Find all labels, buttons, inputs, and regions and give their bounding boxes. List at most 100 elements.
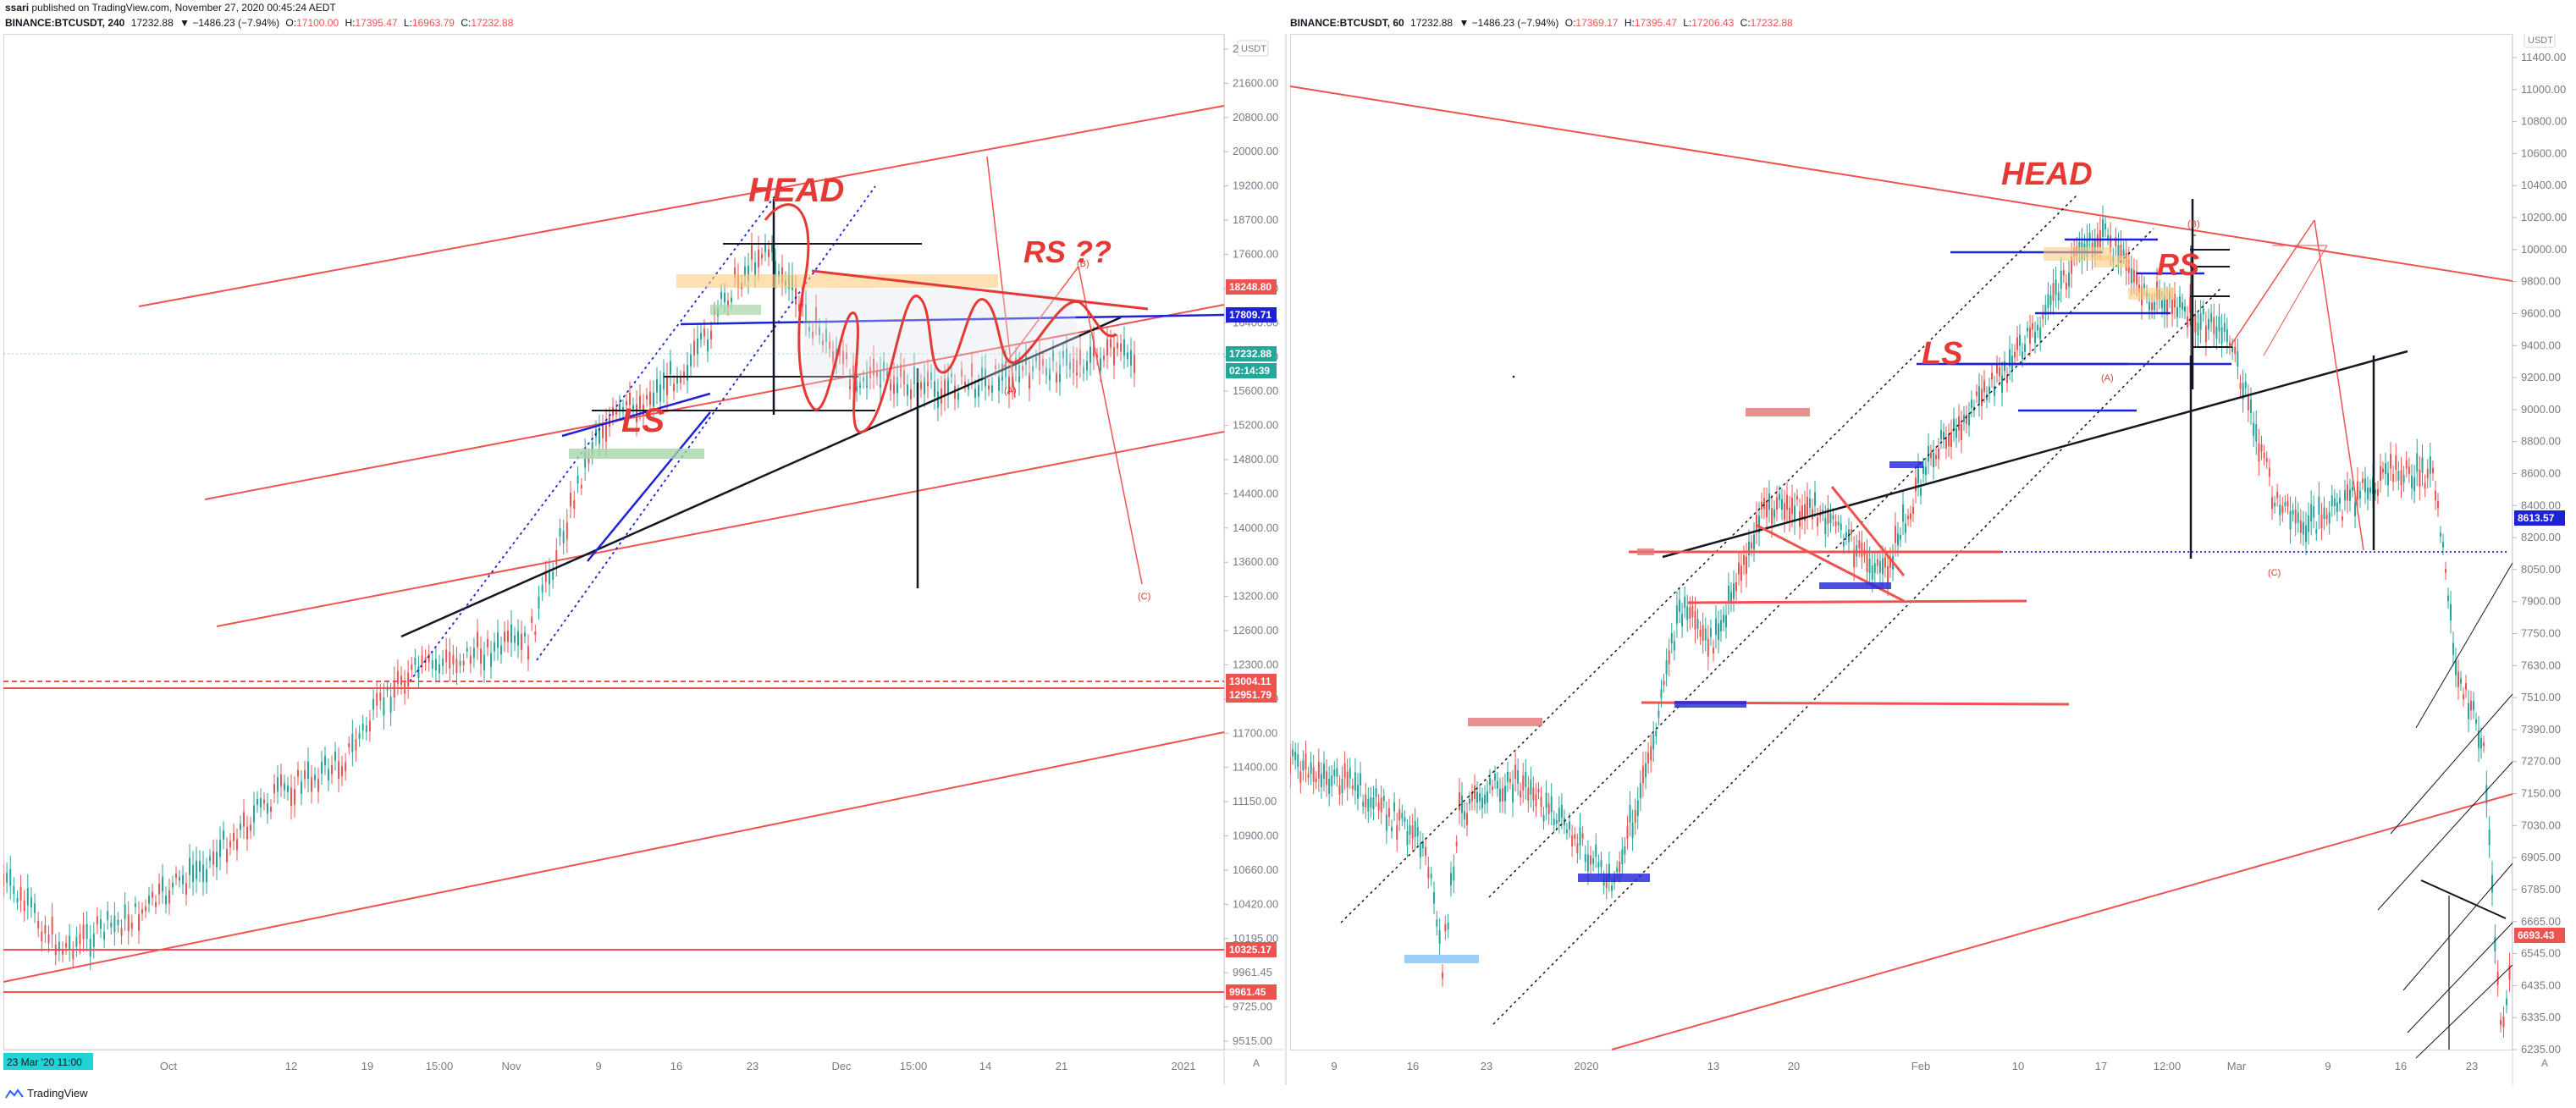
- left-wave-a: (A): [1004, 386, 1017, 396]
- price-tick-label: 18700.00: [1233, 213, 1278, 226]
- left-o-label: O:: [285, 17, 297, 29]
- price-tick-label: 9000.00: [2521, 403, 2561, 416]
- right-wave-a: (A): [2101, 373, 2114, 383]
- price-tick-label: 6335.00: [2521, 1011, 2561, 1023]
- right-c-label: C:: [1740, 17, 1751, 29]
- price-tick-label: 7630.00: [2521, 659, 2561, 671]
- price-tick-label: 6905.00: [2521, 851, 2561, 863]
- price-tick-label: 19200.00: [1233, 179, 1278, 192]
- right-o: 17369.17: [1575, 17, 1619, 29]
- price-tag: 02:14:39: [1226, 363, 1277, 378]
- price-tick-label: 10600.00: [2521, 146, 2567, 159]
- time-tick-label: 9: [2325, 1060, 2331, 1072]
- price-tag: 17809.71: [1226, 307, 1277, 322]
- price-tag-label: 17232.88: [1229, 348, 1271, 360]
- right-wave-c: (C): [2268, 568, 2281, 578]
- right-c: 17232.88: [1750, 17, 1793, 29]
- time-tick-label: 15:00: [426, 1060, 454, 1072]
- time-tick-label: Mar: [2227, 1060, 2247, 1072]
- right-symbol[interactable]: BINANCE:BTCUSDT, 60: [1290, 17, 1404, 29]
- price-tick-label: 6785.00: [2521, 883, 2561, 896]
- author-name: ssari: [5, 2, 30, 14]
- price-tick-label: 6665.00: [2521, 915, 2561, 928]
- left-chart-pane[interactable]: HEAD LS RS ?? (A) (B) (C) USDT 2 21600.00…: [3, 34, 1283, 1085]
- time-tick-label: 10: [2012, 1060, 2024, 1072]
- left-change: ▼ −1486.23 (−7.94%): [179, 17, 280, 29]
- right-l-label: L:: [1683, 17, 1692, 29]
- price-tag-label: 8613.57: [2518, 512, 2555, 524]
- left-c: 17232.88: [471, 17, 514, 29]
- publish-info: ssari published on TradingView.com, Nove…: [5, 2, 1275, 17]
- price-tick-label: 10800.00: [2521, 115, 2567, 128]
- left-wave-c: (C): [1138, 592, 1150, 602]
- right-chart-pane[interactable]: HEAD LS RS (A) (B) (C) USDT 11400.00 1100…: [1290, 34, 2576, 1085]
- price-tick-label: 9800.00: [2521, 275, 2561, 288]
- time-tick-label: Oct: [160, 1060, 178, 1072]
- right-l: 17206.43: [1691, 17, 1735, 29]
- time-tick-label: 16: [2395, 1060, 2407, 1072]
- price-tick-label: 8400.00: [2521, 499, 2561, 511]
- right-currency-badge[interactable]: USDT: [2528, 36, 2553, 46]
- publish-text: published on TradingView.com, November 2…: [31, 2, 336, 14]
- price-tick-label: 13200.00: [1233, 590, 1278, 603]
- price-tick-label: 11000.00: [2521, 83, 2566, 96]
- left-ls-label: LS: [621, 402, 665, 439]
- right-h-label: H:: [1624, 17, 1635, 29]
- time-tick-label: 14: [979, 1060, 991, 1072]
- left-l-label: L:: [403, 17, 412, 29]
- price-tick-label: 11400.00: [2521, 51, 2566, 63]
- price-tick-label: 6545.00: [2521, 947, 2561, 960]
- price-tick-label: 15200.00: [1233, 419, 1278, 432]
- price-tick-label: 10000.00: [2521, 243, 2567, 256]
- price-tick-label: 9961.45: [1233, 966, 1272, 978]
- price-tick-label: 20800.00: [1233, 111, 1278, 124]
- left-head-label: HEAD: [748, 172, 844, 209]
- pane-divider[interactable]: [1285, 34, 1287, 1085]
- left-currency-badge[interactable]: USDT: [1241, 44, 1266, 54]
- price-tag: 12951.79: [1226, 687, 1277, 703]
- time-tick-label: Dec: [831, 1060, 852, 1072]
- price-tick-label: 14400.00: [1233, 487, 1278, 499]
- time-tick-label: 2021: [1172, 1060, 1196, 1072]
- price-tick-label: 12300.00: [1233, 658, 1278, 670]
- left-price-axis[interactable]: 2 21600.00 20800.00 20000.00 19200.00 18700.0…: [1224, 42, 1278, 1047]
- price-tag-label: 02:14:39: [1229, 365, 1270, 377]
- left-auto-scale-button[interactable]: A: [1253, 1057, 1260, 1069]
- price-tick-label: 10660.00: [1233, 863, 1278, 876]
- price-tick-label: 11700.00: [1233, 726, 1277, 739]
- price-tick-label: 7510.00: [2521, 691, 2561, 703]
- left-last: 17232.88: [130, 17, 174, 29]
- time-tick-label: 20: [1788, 1060, 1800, 1072]
- price-tag-label: 13004.11: [1229, 675, 1271, 687]
- time-tick-label: 13: [1707, 1060, 1719, 1072]
- price-tick-label: 10400.00: [2521, 179, 2567, 191]
- price-tag: 18248.80: [1226, 279, 1277, 295]
- left-chart-svg[interactable]: HEAD LS RS ?? (A) (B) (C) USDT 2 21600.00…: [3, 34, 1283, 1085]
- price-tick-label: 7030.00: [2521, 819, 2561, 831]
- price-tick-label: 7900.00: [2521, 595, 2561, 608]
- left-time-axis[interactable]: Oct 12 19 15:00 Nov 9 16 23 Dec 15:00 14 21 2021: [160, 1060, 1196, 1072]
- price-tag-label: 17809.71: [1229, 309, 1271, 321]
- price-tick-label: 8200.00: [2521, 531, 2561, 543]
- price-tick-label: 9200.00: [2521, 371, 2561, 383]
- right-head-label: HEAD: [2001, 157, 2093, 192]
- price-tick-label: 9600.00: [2521, 306, 2561, 319]
- time-tick-label: 12: [285, 1060, 297, 1072]
- left-legend: BINANCE:BTCUSDT, 240 17232.88 ▼ −1486.23…: [5, 17, 516, 29]
- price-tag-label: 6693.43: [2518, 929, 2555, 941]
- right-wave-b: (B): [2187, 219, 2200, 229]
- time-tick-label: 9: [1331, 1060, 1337, 1072]
- left-wave-b: (B): [1077, 259, 1089, 269]
- price-tick-label: 10420.00: [1233, 897, 1278, 910]
- price-tick-label: 17600.00: [1233, 247, 1278, 260]
- right-chart-svg[interactable]: HEAD LS RS (A) (B) (C) USDT 11400.00 1100…: [1290, 34, 2576, 1085]
- time-tick-label: 17: [2095, 1060, 2107, 1072]
- price-tick-label: 7390.00: [2521, 723, 2561, 736]
- right-time-axis[interactable]: 9 16 23 2020 13 20 Feb 10 17 12:00 Mar 9 16 23: [1331, 1060, 2478, 1072]
- right-price-axis[interactable]: 11400.00 11000.00 10800.00 10600.00 10400.00…: [2513, 51, 2567, 1056]
- right-auto-scale-button[interactable]: A: [2541, 1057, 2548, 1069]
- price-tick-label: 8600.00: [2521, 466, 2561, 479]
- left-o: 17100.00: [296, 17, 339, 29]
- left-symbol[interactable]: BINANCE:BTCUSDT, 240: [5, 17, 125, 29]
- tradingview-logo[interactable]: TradingView: [5, 1087, 88, 1100]
